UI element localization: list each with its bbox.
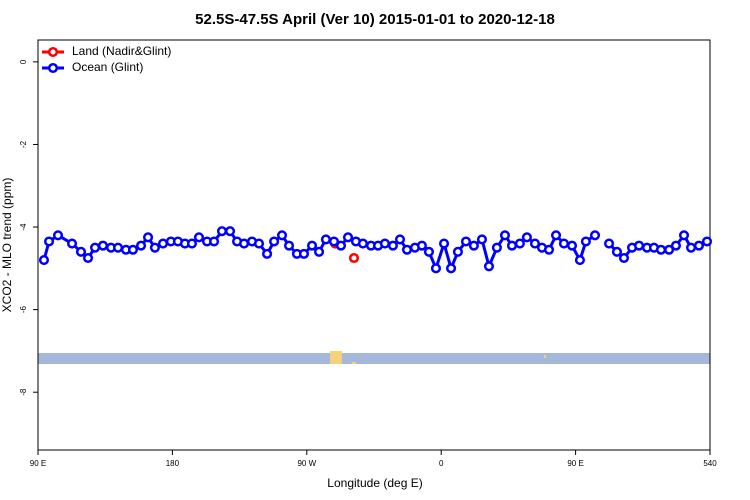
data-point xyxy=(476,234,488,245)
data-point xyxy=(589,230,601,241)
data-point xyxy=(446,263,457,274)
data-point xyxy=(193,232,205,243)
data-point xyxy=(558,238,570,249)
chart-title: 52.5S-47.5S April (Ver 10) 2015-01-01 to… xyxy=(195,11,555,28)
data-point xyxy=(216,226,228,237)
data-point xyxy=(387,240,399,251)
data-point xyxy=(348,252,360,264)
data-point xyxy=(529,238,541,249)
data-point xyxy=(438,238,450,249)
data-point xyxy=(66,238,78,249)
data-point xyxy=(157,238,169,249)
data-point xyxy=(186,238,198,249)
data-point xyxy=(693,240,704,251)
data-point xyxy=(634,240,645,251)
data-point xyxy=(357,238,368,249)
data-point xyxy=(262,248,273,259)
legend-label: Ocean (Glint) xyxy=(72,60,143,74)
data-point xyxy=(701,236,713,247)
x-axis-label: Longitude (deg E) xyxy=(327,476,422,490)
y-tick-label: -8 xyxy=(19,388,28,396)
data-point xyxy=(664,244,675,255)
data-point xyxy=(604,238,615,249)
data-point xyxy=(521,232,532,243)
data-point xyxy=(499,230,511,241)
data-point xyxy=(416,240,427,251)
data-point xyxy=(401,244,413,255)
data-point xyxy=(342,232,354,243)
data-point xyxy=(239,238,250,249)
data-point xyxy=(483,261,495,272)
data-point xyxy=(394,234,406,245)
data-point xyxy=(89,242,101,253)
x-tick-label: 90 W xyxy=(297,459,316,468)
data-point xyxy=(135,240,147,251)
data-point xyxy=(283,240,295,251)
data-point xyxy=(670,240,682,251)
data-point xyxy=(460,236,472,247)
data-point xyxy=(149,242,160,253)
x-tick-label: 90 E xyxy=(30,459,46,468)
y-axis-label: XCO2 - MLO trend (ppm) xyxy=(0,178,14,313)
data-point xyxy=(618,252,630,264)
data-point xyxy=(328,236,340,247)
data-point xyxy=(276,230,288,241)
land-patch xyxy=(330,351,342,364)
ocean-band xyxy=(38,353,710,364)
data-point xyxy=(611,246,623,257)
data-point xyxy=(306,240,318,251)
y-tick-label: -2 xyxy=(19,140,28,148)
data-point xyxy=(685,242,697,253)
y-tick-label: -4 xyxy=(19,223,28,231)
data-point xyxy=(655,244,667,255)
data-point xyxy=(423,246,435,257)
data-point xyxy=(580,236,591,247)
data-point xyxy=(678,230,690,241)
data-point xyxy=(491,242,502,253)
data-point xyxy=(75,246,87,257)
data-point xyxy=(44,236,55,247)
x-tick-label: 0 xyxy=(439,459,444,468)
data-point xyxy=(452,246,463,257)
data-point xyxy=(209,236,220,247)
data-point xyxy=(506,240,518,251)
data-point xyxy=(97,240,109,251)
data-point xyxy=(566,240,578,251)
data-point xyxy=(430,263,442,274)
data-point xyxy=(224,226,236,237)
data-point xyxy=(253,238,265,249)
data-point xyxy=(320,234,331,245)
data-point xyxy=(52,230,64,241)
data-point xyxy=(550,230,562,241)
data-point xyxy=(335,240,347,251)
y-tick-label: -6 xyxy=(19,306,28,314)
land-patch xyxy=(352,362,356,364)
data-point xyxy=(313,246,325,257)
data-point xyxy=(82,252,94,264)
data-point xyxy=(298,248,310,259)
data-point xyxy=(269,236,280,247)
data-point xyxy=(379,238,390,249)
data-point xyxy=(143,232,154,243)
data-point xyxy=(514,238,525,249)
data-point xyxy=(127,244,139,255)
legend-marker xyxy=(47,62,59,74)
y-tick-label: 0 xyxy=(19,59,28,64)
legend-label: Land (Nadir&Glint) xyxy=(72,44,171,58)
x-tick-label: 540 xyxy=(703,459,717,468)
x-tick-label: 90 E xyxy=(567,459,583,468)
land-patch xyxy=(544,355,546,358)
surface-band xyxy=(38,351,710,364)
data-point xyxy=(543,244,555,255)
data-point xyxy=(468,240,479,251)
data-point xyxy=(112,242,124,253)
legend-marker xyxy=(47,46,59,58)
x-tick-label: 180 xyxy=(166,459,180,468)
data-point xyxy=(574,255,585,266)
data-point xyxy=(38,255,50,266)
